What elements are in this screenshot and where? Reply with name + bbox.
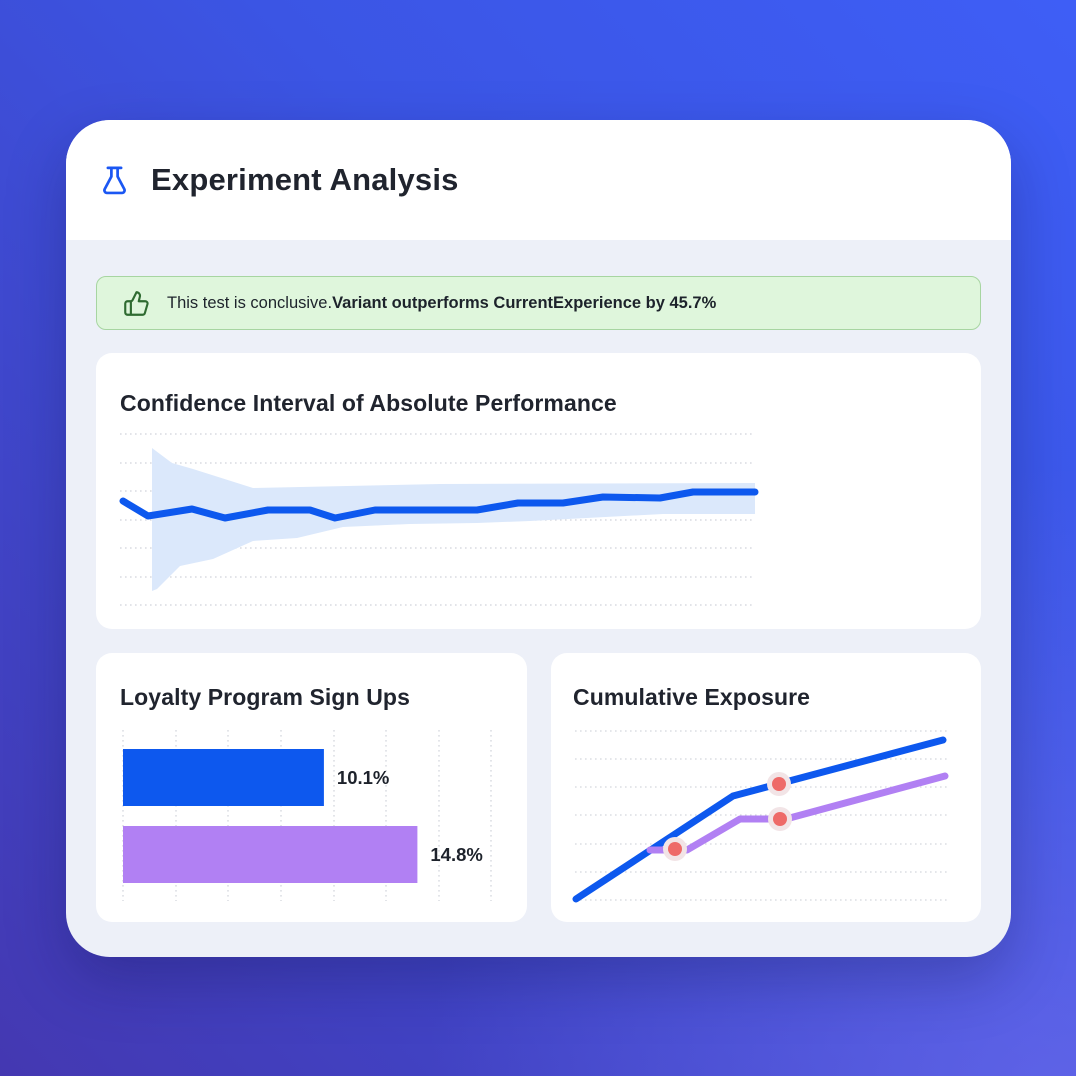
bottom-card-row: Loyalty Program Sign Ups 10.1% 14.8% Cumu…: [96, 653, 981, 922]
banner-text-bold: Variant outperforms CurrentExperience by…: [332, 293, 717, 312]
bar: [123, 826, 418, 883]
marker-dot: [773, 812, 787, 826]
ci-chart-svg: [119, 433, 759, 606]
flask-icon: [103, 166, 126, 194]
loyalty-card-title: Loyalty Program Sign Ups: [120, 684, 410, 710]
performance-line: [119, 488, 759, 522]
loyalty-chart-svg: 10.1% 14.8%: [122, 730, 492, 901]
bar-value-label: 10.1%: [337, 767, 389, 788]
thumbs-up-icon: [124, 290, 149, 316]
conclusive-banner: This test is conclusive.Variant outperfo…: [96, 276, 981, 330]
ci-card-title: Confidence Interval of Absolute Performa…: [120, 390, 617, 416]
bar-value-label: 14.8%: [430, 844, 482, 865]
banner-text-regular: This test is conclusive.: [167, 293, 333, 312]
page-title: Experiment Analysis: [151, 162, 459, 197]
marker-dot: [668, 842, 682, 856]
exposure-line: [572, 736, 947, 903]
cumulative-chart-svg: [572, 730, 949, 903]
confidence-band: [152, 448, 755, 591]
exposure-line: [646, 772, 949, 854]
banner-text: This test is conclusive.Variant outperfo…: [167, 294, 716, 313]
cumulative-exposure-card: Cumulative Exposure: [551, 653, 981, 922]
marker-dot: [772, 777, 786, 791]
bar: [123, 749, 324, 806]
experiment-analysis-panel: Experiment Analysis This test is conclus…: [66, 120, 1011, 957]
panel-header: Experiment Analysis: [66, 120, 1011, 240]
confidence-interval-card: Confidence Interval of Absolute Performa…: [96, 353, 981, 629]
loyalty-signups-card: Loyalty Program Sign Ups 10.1% 14.8%: [96, 653, 527, 922]
panel-body: This test is conclusive.Variant outperfo…: [66, 240, 1011, 922]
cumulative-card-title: Cumulative Exposure: [573, 684, 811, 710]
